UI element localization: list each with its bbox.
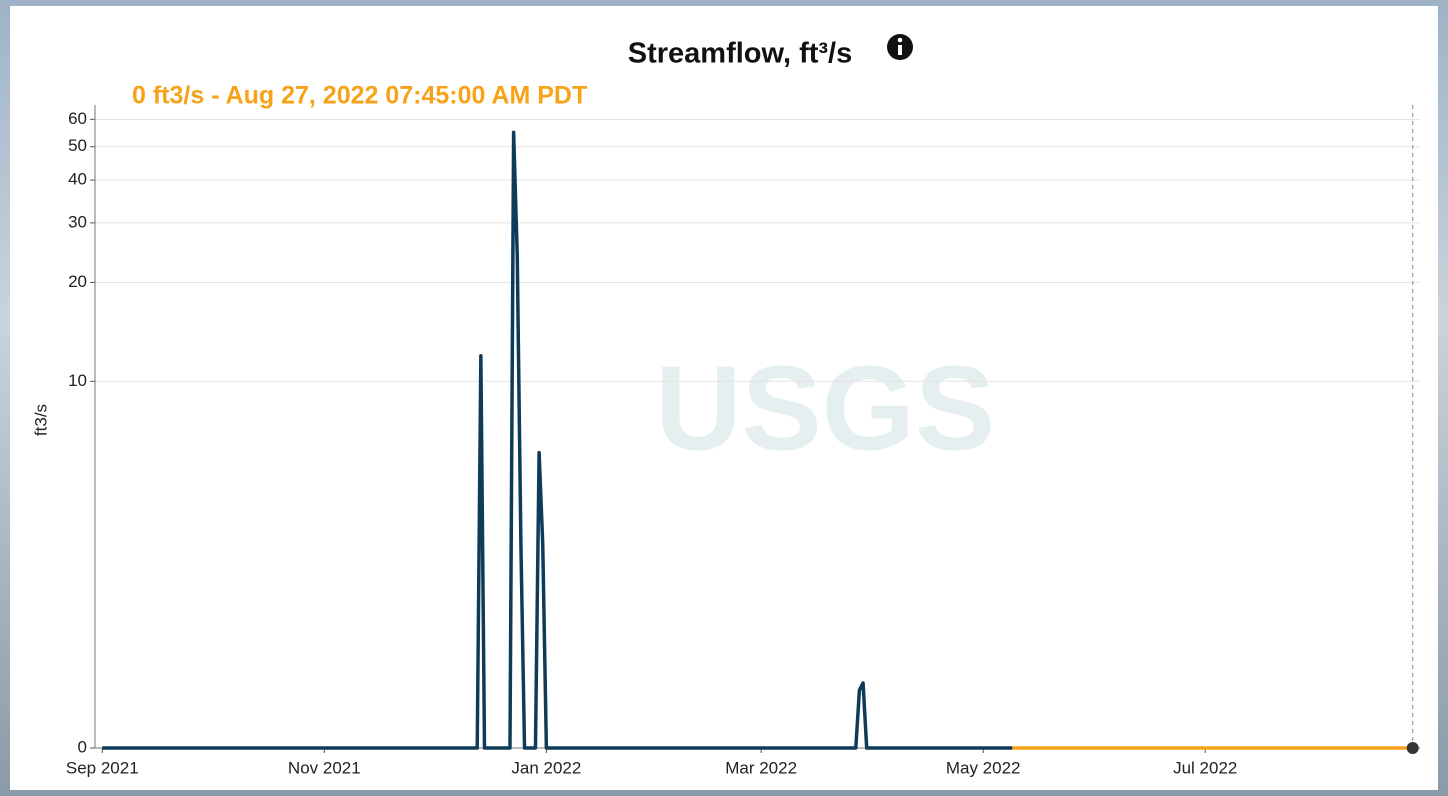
page: Streamflow, ft³/s 0 ft3/s - Aug 27, 2022… <box>0 0 1448 796</box>
watermark: USGS <box>655 342 995 476</box>
info-dot[interactable] <box>898 38 903 43</box>
x-tick-label: Jan 2022 <box>511 758 581 777</box>
y-tick-label: 40 <box>68 170 87 189</box>
info-bar[interactable] <box>898 45 902 55</box>
hover-point <box>1407 742 1419 754</box>
hover-annotation: 0 ft3/s - Aug 27, 2022 07:45:00 AM PDT <box>132 82 587 110</box>
y-tick-label: 20 <box>68 272 87 291</box>
y-tick-label: 60 <box>68 109 87 128</box>
y-tick-label: 10 <box>68 371 87 390</box>
y-tick-label: 50 <box>68 136 87 155</box>
chart-title: Streamflow, ft³/s <box>628 38 853 70</box>
y-tick-label: 30 <box>68 212 87 231</box>
x-tick-label: Mar 2022 <box>725 758 797 777</box>
x-tick-label: May 2022 <box>946 758 1021 777</box>
y-axis-label: ft3/s <box>31 404 50 436</box>
x-tick-label: Nov 2021 <box>288 758 361 777</box>
y-tick-label: 0 <box>78 737 87 756</box>
x-tick-label: Sep 2021 <box>66 758 139 777</box>
info-icon[interactable] <box>887 34 913 60</box>
x-tick-label: Jul 2022 <box>1173 758 1237 777</box>
chart: Streamflow, ft³/s 0 ft3/s - Aug 27, 2022… <box>0 0 1448 796</box>
